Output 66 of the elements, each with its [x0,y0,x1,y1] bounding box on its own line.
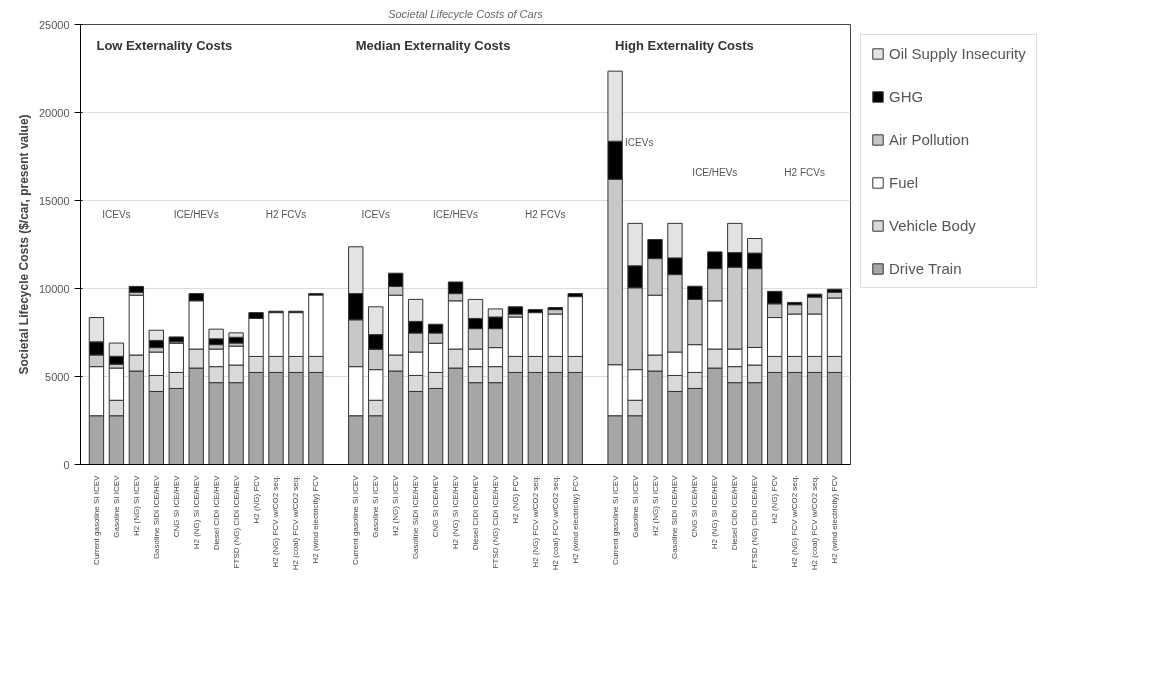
bar [128,285,145,293]
x-tick-label: Gasoline SI ICEV [111,474,121,538]
y-tick-label: 25000 [38,18,70,31]
x-tick-label: Gasoline SI ICEV [630,474,640,538]
annotation: Low Externality Costs [96,37,233,53]
x-tick-label: H2 (NG) FCV [251,474,261,524]
legend-label: Fuel [889,174,919,191]
legend-label: Drive Train [889,260,962,277]
x-tick-label: H2 (NG) FCV w/CO2 seq. [790,475,800,568]
y-tick-label: 20000 [38,106,70,119]
y-tick-label: 15000 [38,194,70,207]
x-tick-label: FTSD (NG) CIDI ICE/HEV [490,474,500,569]
x-tick-label: H2 (wind electricity) FCV [830,474,840,564]
legend-label: GHG [889,88,924,105]
annotation: ICEVs [102,208,131,220]
annotation: ICEVs [361,208,390,220]
x-tick-label: H2 (coal) FCV w/CO2 seq. [550,475,560,571]
annotation: ICEVs [625,136,654,148]
y-tick-label: 5000 [45,370,70,383]
x-tick-label: H2 (coal) FCV w/CO2 seq. [291,475,301,571]
legend-label: Oil Supply Insecurity [889,45,1026,62]
x-tick-label: Current gasoline SI ICEV [610,474,620,565]
x-tick-label: Current gasoline SI ICEV [91,474,101,565]
x-tick-label: Diesel CIDI ICE/HEV [211,474,221,551]
x-tick-label: H2 (NG) FCV w/CO2 seq. [271,475,281,568]
annotation: Median Externality Costs [355,37,511,53]
x-tick-label: Gasoline SIDI ICE/HEV [151,474,161,560]
y-axis-title: Societal Lifecycle Costs ($/car, present value) [16,114,31,375]
x-tick-label: CNG SI ICE/HEV [690,474,700,538]
x-tick-label: H2 (NG) SI ICEV [650,474,660,536]
x-tick-label: CNG SI ICE/HEV [431,474,441,538]
annotation: H2 FCVs [784,166,825,178]
annotation: H2 FCVs [265,208,307,220]
x-tick-label: H2 (NG) SI ICE/HEV [191,474,201,550]
x-tick-label: H2 (wind electricity) FCV [311,474,321,564]
annotation: High Externality Costs [615,37,754,53]
x-tick-label: FTSD (NG) CIDI ICE/HEV [750,474,760,569]
x-tick-label: H2 (NG) FCV [510,474,520,524]
x-tick-label: H2 (NG) FCV w/CO2 seq. [530,475,540,568]
x-tick-label: Gasoline SI ICEV [371,474,381,538]
x-tick-label: H2 (NG) SI ICEV [391,474,401,536]
legend-label: Vehicle Body [889,217,976,234]
x-tick-label: Gasoline SIDI ICE/HEV [411,474,421,560]
annotation: ICE/HEVs [433,208,479,220]
x-tick-label: FTSD (NG) CIDI ICE/HEV [231,474,241,569]
x-tick-label: Diesel CIDI ICE/HEV [730,474,740,551]
y-tick-label: 10000 [38,282,70,295]
x-tick-label: Current gasoline SI ICEV [351,474,361,565]
y-tick-label: 0 [63,458,70,471]
x-tick-label: H2 (NG) SI ICE/HEV [710,474,720,550]
bar [228,336,244,344]
annotation: ICE/HEVs [173,208,219,220]
legend-label: Air Pollution [889,131,970,148]
annotation: H2 FCVs [525,208,566,220]
x-tick-label: H2 (NG) FCV [770,474,780,524]
x-tick-label: H2 (coal) FCV w/CO2 seq. [810,475,820,571]
x-tick-label: Gasoline SIDI ICE/HEV [670,474,680,560]
x-tick-label: H2 (NG) SI ICEV [131,474,141,536]
x-tick-label: Diesel CIDI ICE/HEV [470,474,480,551]
x-tick-label: H2 (wind electricity) FCV [570,474,580,564]
bar [547,307,563,311]
x-tick-label: CNG SI ICE/HEV [171,474,181,538]
chart-title: Societal Lifecycle Costs of Cars [388,7,544,20]
x-tick-label: H2 (NG) SI ICE/HEV [451,474,461,550]
annotation: ICE/HEVs [692,166,738,178]
bar [507,306,524,315]
